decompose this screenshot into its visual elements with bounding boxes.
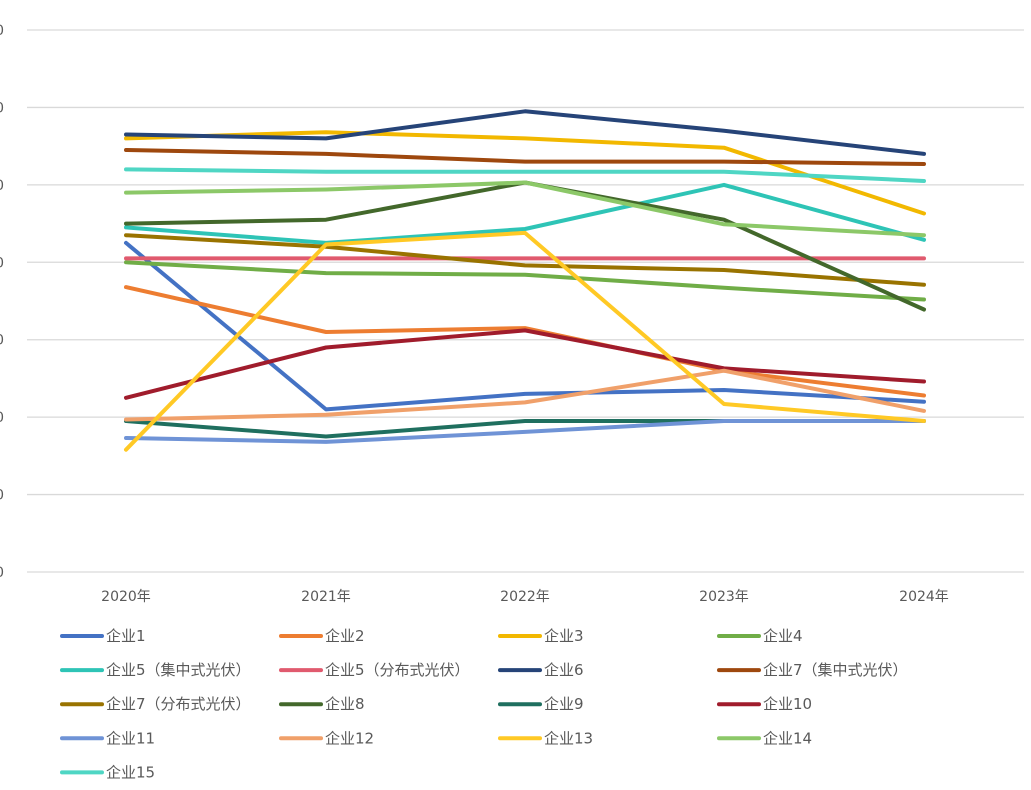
legend-label: 企业3	[544, 627, 584, 645]
legend-label: 企业11	[106, 729, 155, 747]
series-line-9	[124, 233, 926, 287]
legend-item: 企业4	[717, 627, 803, 645]
legend-item: 企业7（分布式光伏）	[60, 695, 251, 713]
legend-label: 企业13	[544, 729, 593, 747]
series-line-7	[124, 109, 926, 156]
legend-item: 企业13	[498, 729, 593, 747]
x-tick-label: 2022年	[500, 589, 550, 605]
series-line-8	[124, 148, 926, 166]
legend-label: 企业1	[106, 627, 146, 645]
x-tick-label: 2020年	[101, 589, 151, 605]
legend-label: 企业15	[106, 763, 155, 781]
legend-label: 企业5（分布式光伏）	[325, 661, 470, 679]
legend-label: 企业10	[763, 695, 812, 713]
y-tick-label: 0	[0, 410, 4, 426]
series-line-13	[124, 419, 926, 444]
y-axis-tick-labels: 0 0 0 0 0 0 0 0	[0, 23, 4, 581]
series-line-3	[124, 130, 926, 216]
series-line-5	[124, 182, 926, 245]
legend-item: 企业7（集中式光伏）	[717, 661, 908, 679]
legend-item: 企业11	[60, 729, 155, 747]
series-line-15	[124, 230, 926, 452]
series-line-2	[124, 285, 926, 398]
legend-label: 企业9	[544, 695, 584, 713]
x-tick-label: 2023年	[699, 589, 749, 605]
legend-item: 企业14	[717, 729, 812, 747]
series-line-16	[124, 180, 926, 238]
legend-item: 企业10	[717, 695, 812, 713]
series-line-17	[124, 167, 926, 183]
legend-item: 企业2	[279, 627, 365, 645]
legend-item: 企业3	[498, 627, 584, 645]
y-tick-label: 0	[0, 333, 4, 349]
legend-label: 企业6	[544, 661, 584, 679]
y-tick-label: 0	[0, 488, 4, 504]
y-tick-label: 0	[0, 100, 4, 116]
series-line-10	[124, 180, 926, 312]
legend-label: 企业8	[325, 695, 365, 713]
series-lines	[124, 109, 926, 452]
x-axis-tick-labels: 2020年 2021年 2022年 2023年 2024年	[101, 589, 949, 605]
legend-item: 企业5（分布式光伏）	[279, 661, 470, 679]
legend-label: 企业4	[763, 627, 803, 645]
series-line-12	[124, 328, 926, 400]
legend: 企业1 企业2 企业3 企业4 企业5（集中式光伏） 企业5（分布式光伏） 企业6 企业7（集…	[60, 627, 908, 781]
series-line-14	[124, 368, 926, 422]
series-line-11	[124, 419, 926, 439]
legend-item: 企业12	[279, 729, 374, 747]
series-line-4	[124, 260, 926, 302]
legend-item: 企业5（集中式光伏）	[60, 661, 251, 679]
legend-label: 企业5（集中式光伏）	[106, 661, 251, 679]
legend-label: 企业2	[325, 627, 365, 645]
legend-label: 企业7（集中式光伏）	[763, 661, 908, 679]
series-line-1	[124, 240, 926, 412]
y-tick-label: 0	[0, 565, 4, 581]
x-tick-label: 2024年	[899, 589, 949, 605]
legend-item: 企业6	[498, 661, 584, 679]
y-tick-label: 0	[0, 255, 4, 271]
y-tick-label: 0	[0, 178, 4, 194]
y-tick-label: 0	[0, 23, 4, 39]
legend-item: 企业15	[60, 763, 155, 781]
x-tick-label: 2021年	[301, 589, 351, 605]
legend-item: 企业9	[498, 695, 584, 713]
legend-label: 企业12	[325, 729, 374, 747]
legend-item: 企业1	[60, 627, 146, 645]
legend-label: 企业14	[763, 729, 812, 747]
legend-item: 企业8	[279, 695, 365, 713]
legend-label: 企业7（分布式光伏）	[106, 695, 251, 713]
